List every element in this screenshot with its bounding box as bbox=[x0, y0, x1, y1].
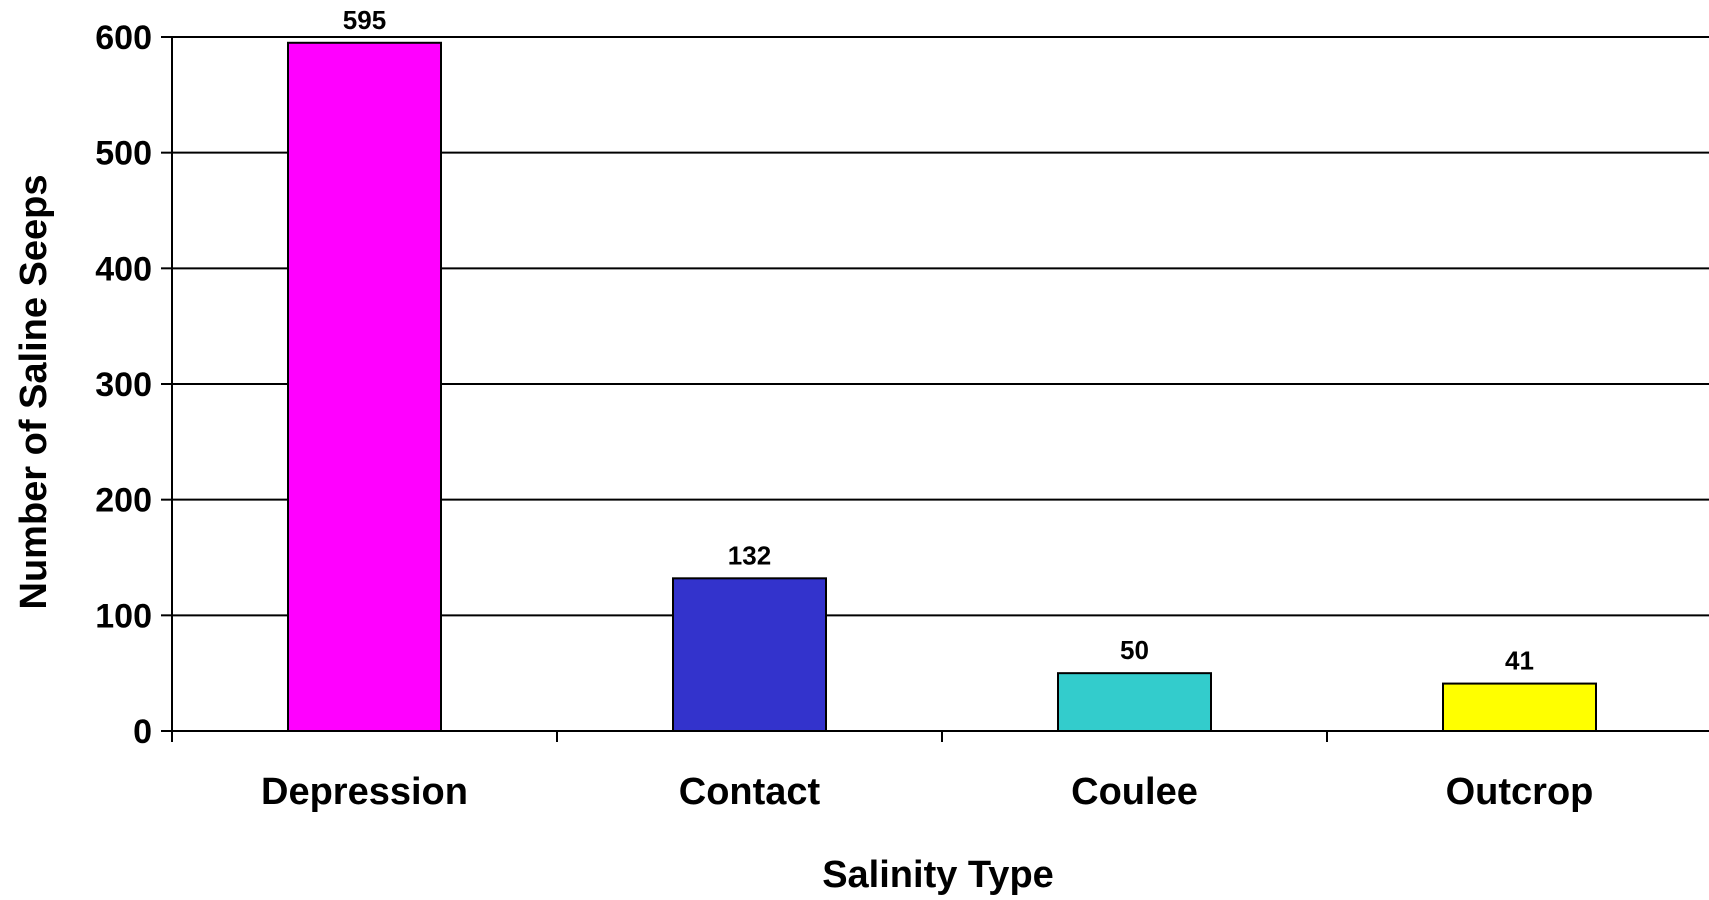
y-tick-label: 500 bbox=[95, 135, 152, 173]
x-category-label: Depression bbox=[261, 771, 468, 813]
x-category-label: Contact bbox=[679, 771, 821, 813]
y-tick-label: 600 bbox=[95, 19, 152, 57]
data-label: 132 bbox=[728, 540, 771, 570]
y-tick-label: 400 bbox=[95, 250, 152, 288]
bar-coulee bbox=[1057, 672, 1212, 733]
x-category-label: Coulee bbox=[1071, 771, 1198, 813]
y-axis-title: Number of Saline Seeps bbox=[13, 174, 55, 609]
x-category-labels: Depression Contact Coulee Outcrop bbox=[261, 771, 1593, 813]
y-tick-labels: 0 100 200 300 400 500 600 bbox=[95, 19, 152, 751]
data-label: 41 bbox=[1505, 646, 1534, 676]
y-tick-label: 300 bbox=[95, 366, 152, 404]
bar-outcrop bbox=[1442, 682, 1597, 732]
y-tick-label: 0 bbox=[133, 713, 152, 751]
y-tick-label: 100 bbox=[95, 597, 152, 635]
data-label: 50 bbox=[1120, 635, 1149, 665]
axes bbox=[161, 36, 1709, 742]
bar-contact bbox=[672, 577, 827, 732]
data-labels: 595 132 50 41 bbox=[343, 5, 1534, 676]
bar-depression bbox=[287, 41, 442, 733]
y-tick-label: 200 bbox=[95, 482, 152, 520]
x-category-label: Outcrop bbox=[1446, 771, 1594, 813]
data-label: 595 bbox=[343, 5, 386, 35]
bars bbox=[287, 41, 1597, 733]
x-axis-title: Salinity Type bbox=[822, 854, 1054, 896]
